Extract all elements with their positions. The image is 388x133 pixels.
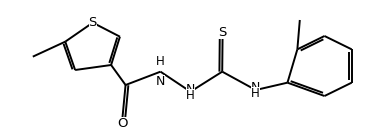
Text: O: O (117, 117, 128, 130)
Text: H: H (251, 87, 260, 100)
Text: N: N (186, 83, 195, 96)
Text: N: N (156, 75, 165, 88)
Text: S: S (218, 26, 227, 39)
Text: N: N (251, 81, 260, 94)
Text: H: H (186, 89, 195, 102)
Text: S: S (88, 16, 97, 29)
Text: H: H (156, 55, 165, 68)
